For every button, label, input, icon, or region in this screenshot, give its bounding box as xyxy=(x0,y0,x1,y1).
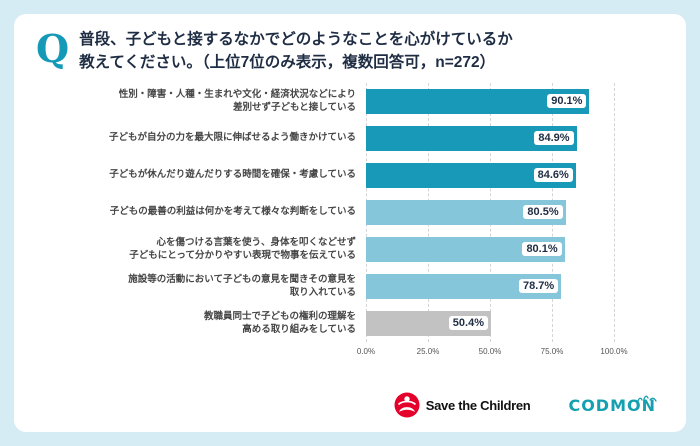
value-badge: 90.1% xyxy=(547,94,587,108)
gridline xyxy=(614,82,615,342)
bar: 50.4% xyxy=(366,310,491,336)
bar-track: 84.9% xyxy=(366,125,614,151)
chart-row: 施設等の活動において子どもの意見を聞きその意見を 取り入れている 78.7% xyxy=(36,268,664,305)
bar-track: 80.1% xyxy=(366,236,614,262)
bar: 84.9% xyxy=(366,125,577,151)
bar: 78.7% xyxy=(366,273,562,299)
value-badge: 50.4% xyxy=(448,316,488,330)
bar-label: 心を傷つける言葉を使う、身体を叩くなどせず 子どもにとって分かりやすい表現で物事… xyxy=(129,236,356,261)
chart-row: 子どもが自分の力を最大限に伸ばせるよう働きかけている 84.9% xyxy=(36,120,664,157)
bar-label: 子どもが休んだり遊んだりする時間を確保・考慮している xyxy=(109,169,356,181)
bar-track: 84.6% xyxy=(366,162,614,188)
value-badge: 84.9% xyxy=(534,131,574,145)
chart-row: 教職員同士で子どもの権利の理解を 高める取り組みをしている 50.4% xyxy=(36,305,664,342)
x-tick-label: 50.0% xyxy=(478,346,502,356)
bar-label: 子どもの最善の利益は何かを考えて様々な判断をしている xyxy=(109,206,356,218)
bar: 80.1% xyxy=(366,236,565,262)
plot-area: 性別・障害・人種・生まれや文化・経済状況などにより 差別せず子どもと接している 9… xyxy=(36,82,664,342)
page-title: 普段、子どもと接するなかでどのようなことを心がけているか 教えてください。（上位… xyxy=(79,28,513,75)
save-the-children-icon xyxy=(394,392,420,418)
chart-row: 性別・障害・人種・生まれや文化・経済状況などにより 差別せず子どもと接している 9… xyxy=(36,83,664,120)
header: Q 普段、子どもと接するなかでどのようなことを心がけているか 教えてください。（… xyxy=(36,28,664,75)
bar: 80.5% xyxy=(366,199,566,225)
bar: 90.1% xyxy=(366,88,590,114)
value-badge: 78.7% xyxy=(518,279,559,293)
bar-track: 90.1% xyxy=(366,88,614,114)
question-icon: Q xyxy=(36,26,70,71)
x-tick-label: 25.0% xyxy=(416,346,440,356)
codmon-logo: CODMON xyxy=(568,395,657,415)
save-the-children-logo: Save the Children xyxy=(394,392,531,418)
bar-track: 80.5% xyxy=(366,199,614,225)
bar-label: 施設等の活動において子どもの意見を聞きその意見を 取り入れている xyxy=(128,273,356,298)
bar-label: 子どもが自分の力を最大限に伸ばせるよう働きかけている xyxy=(108,132,356,144)
bar-chart: 性別・障害・人種・生まれや文化・経済状況などにより 差別せず子どもと接している 9… xyxy=(36,82,664,361)
codmon-label: CODMON xyxy=(568,395,656,415)
save-the-children-label: Save the Children xyxy=(425,397,531,413)
x-tick-label: 0.0% xyxy=(356,346,376,356)
x-tick-label: 75.0% xyxy=(540,346,564,356)
x-axis: 0.0% 25.0% 50.0% 75.0% 100.0% xyxy=(357,346,628,361)
value-badge: 84.6% xyxy=(533,168,573,182)
chart-row: 心を傷つける言葉を使う、身体を叩くなどせず 子どもにとって分かりやすい表現で物事… xyxy=(36,231,664,268)
value-badge: 80.1% xyxy=(522,242,562,256)
bar-track: 78.7% xyxy=(366,273,614,299)
codmon-crown-icon xyxy=(636,389,658,407)
value-badge: 80.5% xyxy=(523,205,563,219)
infographic-card: Q 普段、子どもと接するなかでどのようなことを心がけているか 教えてください。（… xyxy=(14,14,686,432)
title-line-1: 普段、子どもと接するなかでどのようなことを心がけているか xyxy=(79,31,513,48)
chart-row: 子どもの最善の利益は何かを考えて様々な判断をしている 80.5% xyxy=(36,194,664,231)
bar: 84.6% xyxy=(366,162,576,188)
title-line-2: 教えてください。（上位7位のみ表示，複数回答可，n=272） xyxy=(79,54,496,72)
chart-row: 子どもが休んだり遊んだりする時間を確保・考慮している 84.6% xyxy=(36,157,664,194)
bar-label: 性別・障害・人種・生まれや文化・経済状況などにより 差別せず子どもと接している xyxy=(118,88,356,113)
bar-track: 50.4% xyxy=(366,310,614,336)
chart-rows: 性別・障害・人種・生まれや文化・経済状況などにより 差別せず子どもと接している 9… xyxy=(36,83,664,342)
x-tick-label: 100.0% xyxy=(600,346,628,356)
bar-label: 教職員同士で子どもの権利の理解を 高める取り組みをしている xyxy=(203,310,356,335)
footer-logos: Save the Children CODMON xyxy=(394,392,657,418)
